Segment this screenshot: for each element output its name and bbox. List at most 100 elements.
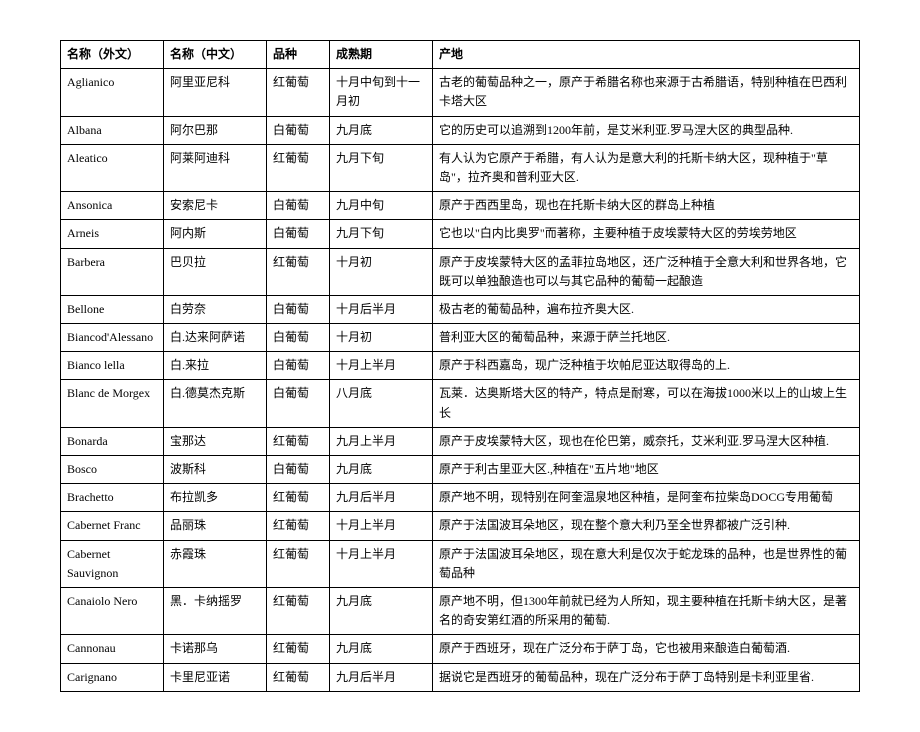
table-cell: 白葡萄 [267,192,330,220]
table-cell: 布拉凯多 [164,484,267,512]
table-cell: 有人认为它原产于希腊，有人认为是意大利的托斯卡纳大区，现种植于"草岛"，拉齐奥和… [433,144,860,191]
table-cell: 十月上半月 [330,352,433,380]
table-cell: 阿里亚尼科 [164,69,267,116]
table-cell: 九月下旬 [330,144,433,191]
table-cell: 九月中旬 [330,192,433,220]
table-cell: 九月下旬 [330,220,433,248]
table-cell: 原产于法国波耳朵地区，现在整个意大利乃至全世界都被广泛引种. [433,512,860,540]
table-cell: 原产于利古里亚大区.,种植在"五片地"地区 [433,456,860,484]
table-cell: 白葡萄 [267,116,330,144]
table-row: Albana阿尔巴那白葡萄九月底它的历史可以追溯到1200年前，是艾米利亚.罗马… [61,116,860,144]
table-row: Bosco波斯科白葡萄九月底原产于利古里亚大区.,种植在"五片地"地区 [61,456,860,484]
table-cell: 白.来拉 [164,352,267,380]
table-row: Brachetto布拉凯多红葡萄九月后半月原产地不明，现特别在阿奎温泉地区种植，… [61,484,860,512]
table-cell: 八月底 [330,380,433,427]
table-cell: 十月初 [330,248,433,295]
col-name-chinese: 名称（中文） [164,41,267,69]
table-cell: 它的历史可以追溯到1200年前，是艾米利亚.罗马涅大区的典型品种. [433,116,860,144]
table-cell: 十月上半月 [330,512,433,540]
table-cell: Barbera [61,248,164,295]
table-row: Cabernet Franc品丽珠红葡萄十月上半月原产于法国波耳朵地区，现在整个… [61,512,860,540]
table-cell: 原产于皮埃蒙特大区，现也在伦巴第，威奈托，艾米利亚.罗马涅大区种植. [433,427,860,455]
table-cell: 十月后半月 [330,295,433,323]
col-variety: 品种 [267,41,330,69]
table-row: Arneis阿内斯白葡萄九月下旬它也以"白内比奥罗"而著称，主要种植于皮埃蒙特大… [61,220,860,248]
table-row: Cannonau卡诺那乌红葡萄九月底原产于西班牙，现在广泛分布于萨丁岛，它也被用… [61,635,860,663]
table-cell: 白劳奈 [164,295,267,323]
table-cell: 白葡萄 [267,456,330,484]
table-cell: Bellone [61,295,164,323]
table-cell: 据说它是西班牙的葡萄品种，现在广泛分布于萨丁岛特别是卡利亚里省. [433,663,860,691]
table-cell: 九月底 [330,635,433,663]
table-cell: 红葡萄 [267,484,330,512]
table-row: Cabernet Sauvignon赤霞珠红葡萄十月上半月原产于法国波耳朵地区，… [61,540,860,587]
table-cell: Bosco [61,456,164,484]
table-cell: 九月底 [330,456,433,484]
table-cell: 白葡萄 [267,352,330,380]
table-row: Ansonica安索尼卡白葡萄九月中旬原产于西西里岛，现也在托斯卡纳大区的群岛上… [61,192,860,220]
col-ripening: 成熟期 [330,41,433,69]
table-cell: Cabernet Franc [61,512,164,540]
table-cell: 波斯科 [164,456,267,484]
table-cell: 九月底 [330,116,433,144]
table-cell: 九月后半月 [330,484,433,512]
table-row: Bonarda宝那达红葡萄九月上半月原产于皮埃蒙特大区，现也在伦巴第，威奈托，艾… [61,427,860,455]
table-cell: Aglianico [61,69,164,116]
table-cell: 卡诺那乌 [164,635,267,663]
table-cell: Cannonau [61,635,164,663]
table-row: Bianco lella白.来拉白葡萄十月上半月原产于科西嘉岛，现广泛种植于坎帕… [61,352,860,380]
table-cell: 红葡萄 [267,512,330,540]
table-cell: 瓦莱．达奥斯塔大区的特产，特点是耐寒，可以在海拔1000米以上的山坡上生长 [433,380,860,427]
table-cell: 红葡萄 [267,540,330,587]
table-cell: 九月后半月 [330,663,433,691]
table-cell: 红葡萄 [267,635,330,663]
table-cell: 原产地不明，但1300年前就已经为人所知，现主要种植在托斯卡纳大区，是著名的奇安… [433,587,860,634]
table-cell: 原产于西班牙，现在广泛分布于萨丁岛，它也被用来酿造白葡萄酒. [433,635,860,663]
table-cell: 红葡萄 [267,587,330,634]
table-cell: 十月上半月 [330,540,433,587]
table-cell: Aleatico [61,144,164,191]
table-row: Aleatico阿莱阿迪科红葡萄九月下旬有人认为它原产于希腊，有人认为是意大利的… [61,144,860,191]
col-name-foreign: 名称（外文） [61,41,164,69]
table-cell: 巴贝拉 [164,248,267,295]
table-cell: Ansonica [61,192,164,220]
table-cell: 宝那达 [164,427,267,455]
table-cell: 白葡萄 [267,380,330,427]
table-cell: Bonarda [61,427,164,455]
table-cell: 原产地不明，现特别在阿奎温泉地区种植，是阿奎布拉柴岛DOCG专用葡萄 [433,484,860,512]
table-cell: Carignano [61,663,164,691]
table-row: Barbera巴贝拉红葡萄十月初原产于皮埃蒙特大区的孟菲拉岛地区，还广泛种植于全… [61,248,860,295]
table-row: Biancod'Alessano白.达来阿萨诺白葡萄十月初普利亚大区的葡萄品种，… [61,324,860,352]
table-cell: 九月上半月 [330,427,433,455]
table-cell: 白.德莫杰克斯 [164,380,267,427]
header-row: 名称（外文） 名称（中文） 品种 成熟期 产地 [61,41,860,69]
table-cell: Cabernet Sauvignon [61,540,164,587]
table-body: Aglianico阿里亚尼科红葡萄十月中旬到十一月初古老的葡萄品种之一，原产于希… [61,69,860,692]
table-cell: 古老的葡萄品种之一，原产于希腊名称也来源于古希腊语，特别种植在巴西利卡塔大区 [433,69,860,116]
table-row: Bellone白劳奈白葡萄十月后半月极古老的葡萄品种，遍布拉齐奥大区. [61,295,860,323]
col-origin: 产地 [433,41,860,69]
table-cell: 白.达来阿萨诺 [164,324,267,352]
table-cell: Canaiolo Nero [61,587,164,634]
table-cell: Brachetto [61,484,164,512]
table-cell: 阿莱阿迪科 [164,144,267,191]
table-cell: 红葡萄 [267,663,330,691]
table-cell: Biancod'Alessano [61,324,164,352]
table-cell: 白葡萄 [267,220,330,248]
table-cell: Arneis [61,220,164,248]
grape-table: 名称（外文） 名称（中文） 品种 成熟期 产地 Aglianico阿里亚尼科红葡… [60,40,860,692]
table-cell: 白葡萄 [267,324,330,352]
table-cell: Albana [61,116,164,144]
table-row: Carignano卡里尼亚诺红葡萄九月后半月据说它是西班牙的葡萄品种，现在广泛分… [61,663,860,691]
table-cell: 阿尔巴那 [164,116,267,144]
table-cell: 原产于科西嘉岛，现广泛种植于坎帕尼亚达取得岛的上. [433,352,860,380]
table-cell: 红葡萄 [267,69,330,116]
table-cell: 红葡萄 [267,248,330,295]
table-cell: 九月底 [330,587,433,634]
table-cell: 黑．卡纳摇罗 [164,587,267,634]
table-cell: 十月初 [330,324,433,352]
table-cell: 原产于法国波耳朵地区，现在意大利是仅次于蛇龙珠的品种，也是世界性的葡萄品种 [433,540,860,587]
table-cell: 卡里尼亚诺 [164,663,267,691]
table-cell: 原产于皮埃蒙特大区的孟菲拉岛地区，还广泛种植于全意大利和世界各地，它既可以单独酿… [433,248,860,295]
table-row: Canaiolo Nero黑．卡纳摇罗红葡萄九月底原产地不明，但1300年前就已… [61,587,860,634]
